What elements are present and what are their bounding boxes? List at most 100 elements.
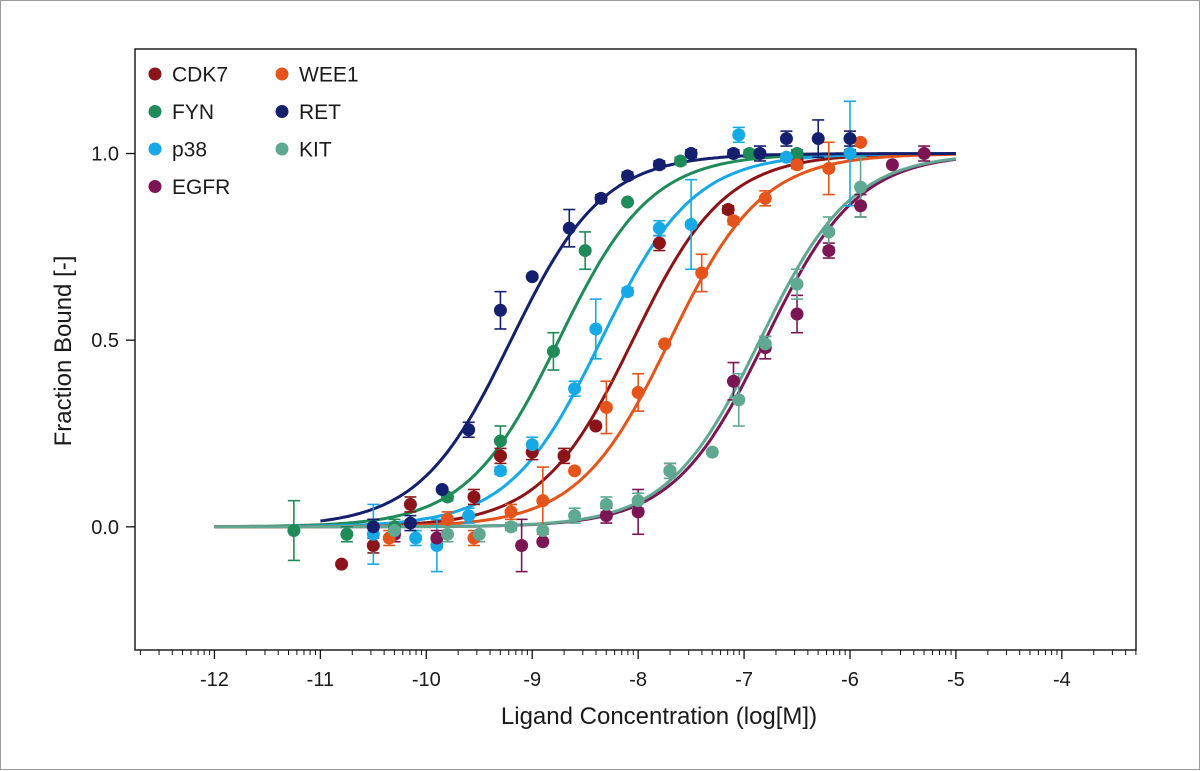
data-point-KIT — [822, 225, 836, 239]
x-axis-title: Ligand Concentration (log[M]) — [501, 703, 817, 730]
data-point-WEE1 — [536, 494, 550, 508]
x-tick-label: -10 — [412, 669, 441, 691]
legend-marker-KIT — [275, 142, 289, 156]
data-point-EGFR — [631, 505, 645, 519]
data-point-KIT — [388, 524, 402, 538]
data-point-KIT — [568, 509, 582, 523]
data-point-p38 — [779, 150, 793, 164]
x-tick-label: -8 — [629, 669, 647, 691]
data-point-p38 — [525, 438, 539, 452]
data-point-KIT — [790, 277, 804, 291]
data-point-FYN — [578, 244, 592, 258]
data-point-RET — [462, 423, 476, 437]
x-axis: -12 -11 -10 -9 -8 -7 -6 -5 -4 — [139, 650, 1137, 691]
legend-marker-p38 — [148, 142, 162, 156]
data-point-EGFR — [515, 538, 529, 552]
data-point-RET — [525, 270, 539, 284]
data-point-EGFR — [885, 158, 899, 172]
data-point-KIT — [854, 180, 868, 194]
data-point-EGFR — [854, 199, 868, 213]
data-point-EGFR — [790, 307, 804, 321]
data-point-WEE1 — [631, 385, 645, 399]
data-point-WEE1 — [726, 214, 740, 228]
y-axis-title: Fraction Bound [-] — [50, 256, 77, 447]
y-tick-label: 1.0 — [91, 144, 119, 166]
data-point-WEE1 — [599, 400, 613, 414]
data-point-p38 — [462, 509, 476, 523]
data-point-CDK7 — [589, 419, 603, 433]
data-point-FYN — [493, 434, 507, 448]
legend-marker-WEE1 — [275, 67, 289, 81]
data-point-EGFR — [536, 535, 550, 549]
data-point-KIT — [472, 527, 486, 541]
x-tick-label: -9 — [523, 669, 541, 691]
data-point-EGFR — [430, 531, 444, 545]
data-points — [287, 128, 931, 571]
data-point-RET — [562, 221, 576, 235]
x-tick-label: -4 — [1053, 669, 1071, 691]
y-axis: 0.0 0.5 1.0 — [91, 144, 135, 539]
x-tick-label: -11 — [307, 669, 334, 691]
legend: CDK7 WEE1 FYN RET p38 KIT EGFR — [148, 64, 359, 199]
data-point-WEE1 — [695, 266, 709, 280]
data-point-RET — [779, 132, 793, 146]
data-point-CDK7 — [652, 236, 666, 250]
data-point-WEE1 — [822, 161, 836, 175]
data-point-KIT — [599, 497, 613, 511]
data-point-p38 — [568, 382, 582, 396]
data-point-RET — [684, 147, 698, 161]
data-point-FYN — [790, 147, 804, 161]
data-point-WEE1 — [504, 505, 518, 519]
data-point-RET — [594, 191, 608, 205]
data-point-CDK7 — [493, 449, 507, 463]
data-point-WEE1 — [440, 512, 454, 526]
data-point-KIT — [705, 445, 719, 459]
data-point-KIT — [631, 494, 645, 508]
data-point-FYN — [546, 344, 560, 358]
fit-curves — [214, 152, 957, 529]
legend-marker-FYN — [148, 105, 162, 118]
data-point-CDK7 — [335, 557, 349, 571]
data-point-RET — [621, 169, 635, 183]
data-point-p38 — [843, 147, 857, 161]
data-point-CDK7 — [557, 449, 571, 463]
data-point-RET — [652, 158, 666, 172]
legend-label-p38: p38 — [172, 139, 207, 162]
legend-label-FYN: FYN — [172, 101, 214, 124]
data-point-RET — [753, 147, 767, 161]
data-point-FYN — [340, 527, 354, 541]
data-point-p38 — [493, 464, 507, 478]
data-point-CDK7 — [467, 490, 481, 504]
data-point-KIT — [732, 393, 746, 407]
data-point-p38 — [589, 322, 603, 336]
data-point-KIT — [440, 527, 454, 541]
data-point-CDK7 — [403, 497, 417, 511]
data-point-p38 — [732, 128, 746, 142]
x-tick-label: -7 — [735, 669, 753, 691]
data-point-FYN — [674, 154, 688, 168]
data-point-WEE1 — [758, 191, 772, 205]
legend-label-CDK7: CDK7 — [172, 64, 228, 87]
data-point-WEE1 — [568, 464, 582, 478]
data-point-KIT — [504, 520, 518, 534]
data-point-RET — [493, 303, 507, 317]
legend-marker-EGFR — [148, 180, 162, 193]
data-point-CDK7 — [366, 538, 380, 552]
y-tick-label: 0.5 — [91, 330, 119, 352]
legend-label-RET: RET — [299, 101, 341, 124]
data-point-RET — [366, 520, 380, 534]
data-point-p38 — [652, 221, 666, 235]
data-point-KIT — [663, 464, 677, 478]
x-tick-label: -12 — [200, 669, 229, 691]
data-point-EGFR — [726, 374, 740, 388]
data-point-EGFR — [599, 509, 613, 523]
data-point-RET — [811, 132, 825, 146]
plot-area-border — [134, 48, 1137, 651]
legend-marker-RET — [275, 105, 289, 118]
data-point-WEE1 — [658, 337, 672, 351]
data-point-RET — [726, 147, 740, 161]
data-point-FYN — [287, 524, 301, 538]
legend-label-KIT: KIT — [299, 139, 332, 162]
